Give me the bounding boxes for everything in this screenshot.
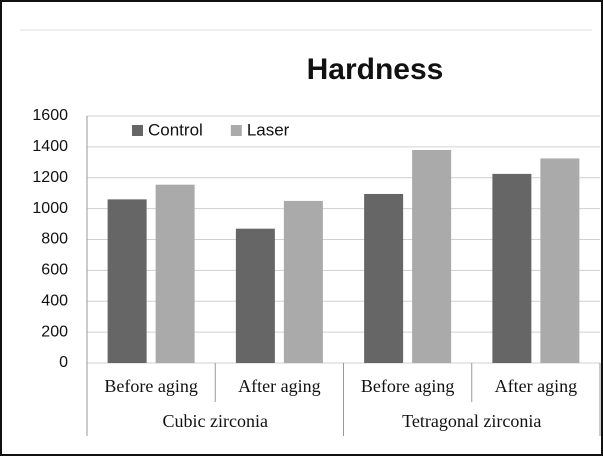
y-tick-label: 600 bbox=[41, 262, 68, 279]
y-tick-label: 1000 bbox=[32, 200, 68, 217]
legend-marker bbox=[132, 125, 143, 136]
y-tick-label: 1400 bbox=[32, 138, 68, 155]
x-tick-label: After aging bbox=[238, 376, 320, 396]
legend-label: Control bbox=[148, 120, 203, 139]
bar bbox=[364, 193, 404, 363]
bar bbox=[412, 149, 452, 363]
y-tick-label: 400 bbox=[41, 292, 68, 309]
legend-label: Laser bbox=[247, 120, 290, 139]
bar bbox=[492, 173, 532, 363]
y-tick-label: 0 bbox=[59, 354, 68, 371]
group-label: Tetragonal zirconia bbox=[402, 411, 541, 431]
legend-marker bbox=[230, 125, 242, 136]
x-tick-label: After aging bbox=[495, 376, 577, 396]
x-tick-label: Before aging bbox=[104, 376, 197, 396]
bar bbox=[107, 199, 147, 363]
bar bbox=[283, 200, 323, 363]
x-tick-label: Before aging bbox=[361, 376, 454, 396]
bar bbox=[235, 228, 275, 363]
chart-title: Hardness bbox=[307, 53, 444, 86]
y-tick-label: 1600 bbox=[32, 107, 68, 124]
y-tick-label: 800 bbox=[41, 231, 68, 248]
y-tick-label: 200 bbox=[41, 323, 68, 340]
group-label: Cubic zirconia bbox=[163, 411, 268, 431]
bar bbox=[155, 184, 195, 363]
bar bbox=[540, 158, 580, 363]
y-tick-label: 1200 bbox=[32, 169, 68, 186]
